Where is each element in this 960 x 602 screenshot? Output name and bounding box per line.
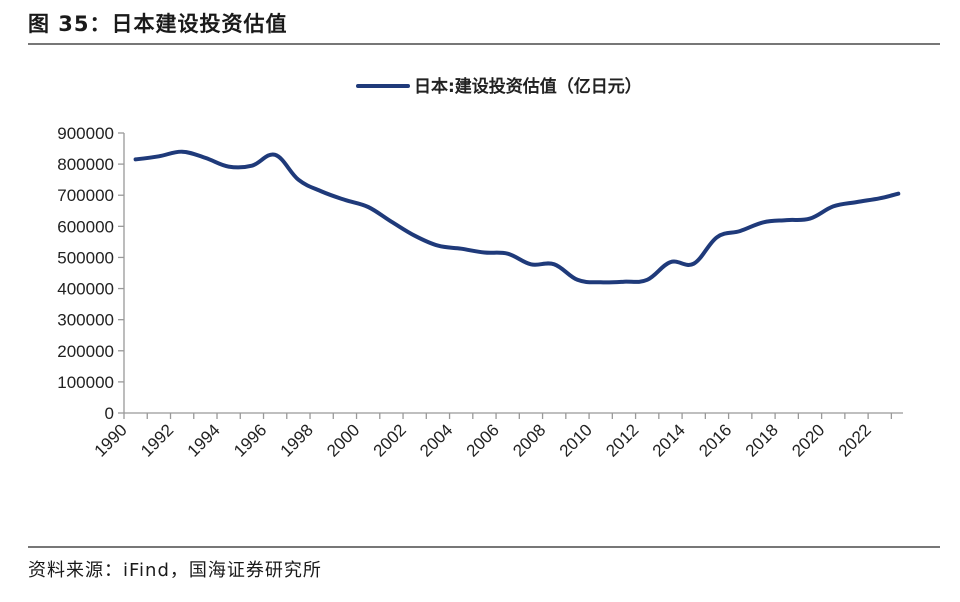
source-note: 资料来源：iFind，国海证券研究所 [28,560,322,581]
y-axis-ticks: 0 100000 200000 300000 400000 500000 600000 700… [57,124,124,423]
x-axis-ticks: 1990 1992 1994 1996 1998 2000 2002 2004 2006 2008… [91,413,893,461]
axes [123,133,903,414]
x-tick-label: 2020 [788,420,828,460]
x-tick-label: 2014 [649,420,689,460]
y-tick-label: 200000 [57,342,114,361]
x-tick-label: 2000 [323,420,363,460]
x-tick-label: 1996 [230,420,270,460]
legend-label: 日本:建设投资估值（亿日元） [414,76,642,97]
bottom-divider [28,546,940,548]
x-tick-label: 2012 [602,420,642,460]
x-tick-label: 2010 [556,420,596,460]
x-tick-label: 2004 [416,420,456,460]
x-tick-label: 1994 [184,420,224,460]
y-tick-label: 700000 [57,186,114,205]
x-tick-label: 1998 [277,420,317,460]
y-tick-label: 800000 [57,155,114,174]
y-tick-label: 900000 [57,124,114,143]
x-tick-label: 2006 [463,420,503,460]
y-tick-label: 400000 [57,280,114,299]
x-tick-label: 2008 [509,420,549,460]
legend: 日本:建设投资估值（亿日元） [356,76,642,97]
y-tick-label: 100000 [57,373,114,392]
x-tick-label: 2002 [370,420,410,460]
line-chart: 日本:建设投资估值（亿日元） 0 100000 200000 300000 400000… [57,76,903,461]
x-tick-label: 1992 [137,420,177,460]
y-tick-label: 300000 [57,311,114,330]
x-tick-label: 2022 [835,420,875,460]
top-divider [28,43,940,45]
y-tick-label: 0 [105,404,114,423]
series-line [133,149,901,285]
y-tick-label: 600000 [57,217,114,236]
x-tick-label: 2018 [742,420,782,460]
x-tick-label: 2016 [695,420,735,460]
y-tick-label: 500000 [57,248,114,267]
x-tick-label: 1990 [91,420,131,460]
figure-title: 图 35：日本建设投资估值 [28,12,288,36]
